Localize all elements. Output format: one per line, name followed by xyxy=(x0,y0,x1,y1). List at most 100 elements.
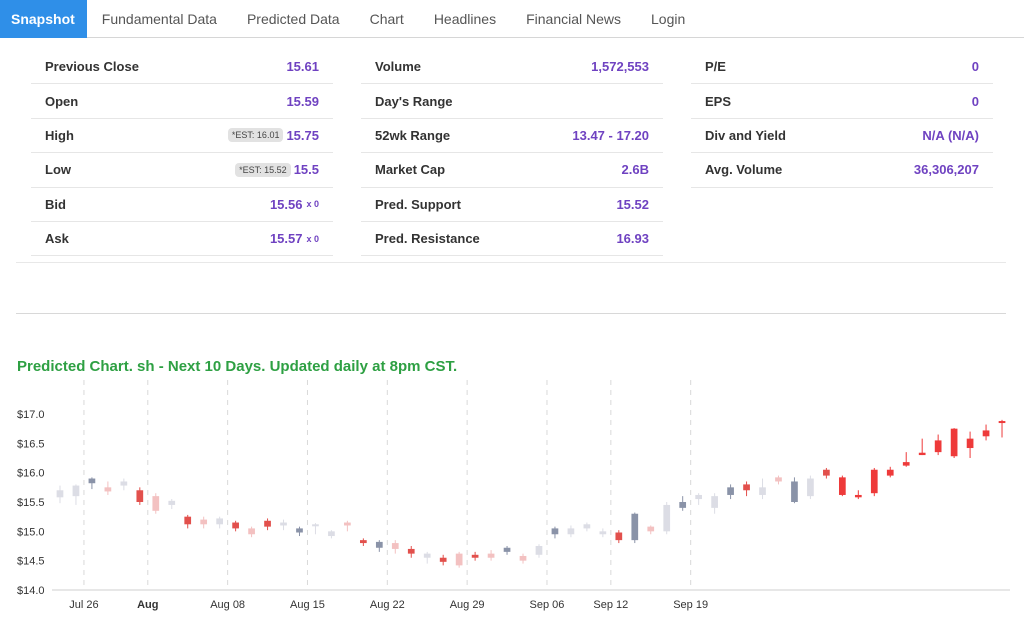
stat-label: Previous Close xyxy=(45,59,139,75)
stat-label: EPS xyxy=(705,93,732,109)
stat-value: 15.59 xyxy=(286,93,319,109)
stat-value: 15.57 xyxy=(269,231,303,247)
stat-size-suffix: x 0 xyxy=(306,199,319,210)
historical-candle xyxy=(152,496,160,511)
stat-value: 16.93 xyxy=(616,231,649,247)
tab-snapshot[interactable]: Snapshot xyxy=(0,0,87,38)
stat-value: 15.52 xyxy=(616,196,649,212)
stat-value-group: 16.93 xyxy=(616,231,649,246)
stat-label: Volume xyxy=(375,59,421,75)
historical-candle xyxy=(711,496,718,508)
historical-candle xyxy=(471,554,479,558)
historical-candle xyxy=(375,541,383,548)
historical-candle xyxy=(312,524,319,527)
historical-candle xyxy=(328,531,335,537)
stat-row: Low *EST: 15.52 15.5 xyxy=(31,153,333,188)
historical-candle xyxy=(232,522,239,529)
stats-column-3: P/E 0 EPS 0 Div and Yield N/A (N/A) Avg. Volum… xyxy=(691,50,993,188)
tab-login[interactable]: Login xyxy=(651,11,686,27)
predicted-candle xyxy=(854,494,862,498)
historical-candle xyxy=(200,519,208,525)
stat-value-group: 15.57 x 0 xyxy=(270,231,319,246)
historical-candle xyxy=(743,484,750,491)
estimate-badge: *EST: 15.52 xyxy=(235,162,291,177)
historical-candle xyxy=(88,478,96,484)
predicted-candle xyxy=(902,462,910,466)
predicted-candle xyxy=(918,452,926,456)
y-tick-label: $16.0 xyxy=(17,468,45,480)
x-tick-label: Aug xyxy=(137,599,158,611)
y-tick-label: $14.0 xyxy=(17,585,45,597)
stats-column-2: Volume 1,572,553 Day's Range 52wk Range 13.4… xyxy=(361,50,663,257)
stat-label: Market Cap xyxy=(375,162,446,178)
stat-label: Pred. Support xyxy=(375,196,461,212)
x-tick-label: Aug 15 xyxy=(290,599,325,611)
historical-candle xyxy=(647,526,655,532)
tab-fundamental-data[interactable]: Fundamental Data xyxy=(101,11,217,27)
stat-label: Day's Range xyxy=(375,93,453,109)
historical-candle xyxy=(455,553,463,566)
historical-candle xyxy=(535,546,543,555)
historical-candle xyxy=(695,494,703,500)
stat-value-group: 2.6B xyxy=(622,162,649,177)
stat-row: Pred. Support 15.52 xyxy=(361,188,663,222)
historical-candle xyxy=(439,557,447,562)
historical-candle xyxy=(567,528,575,535)
tab-chart[interactable]: Chart xyxy=(369,11,404,27)
historical-candle xyxy=(248,528,255,535)
stat-label: Low xyxy=(45,162,71,178)
historical-candle xyxy=(791,481,798,502)
stat-value: 0 xyxy=(971,93,979,109)
section-divider xyxy=(16,262,1006,263)
section-divider xyxy=(16,313,1006,314)
historical-candle xyxy=(423,553,431,558)
historical-candle xyxy=(56,490,64,498)
stat-row: Avg. Volume 36,306,207 xyxy=(691,153,993,188)
y-tick-label: $16.5 xyxy=(17,438,45,450)
stat-value-group: 15.59 xyxy=(286,94,319,109)
stat-label: 52wk Range xyxy=(375,127,451,143)
historical-candle xyxy=(391,543,399,549)
tab-headlines[interactable]: Headlines xyxy=(433,11,497,27)
historical-candle xyxy=(775,477,782,482)
x-tick-label: Sep 12 xyxy=(593,599,628,611)
historical-candle xyxy=(727,487,734,495)
historical-candle xyxy=(104,487,112,492)
historical-candle xyxy=(344,522,351,526)
historical-candle xyxy=(136,490,144,502)
stat-row: Previous Close 15.61 xyxy=(31,50,333,85)
x-tick-label: Sep 06 xyxy=(530,599,565,611)
tab-predicted-data[interactable]: Predicted Data xyxy=(246,11,340,27)
historical-candle xyxy=(407,548,415,554)
stat-row: Volume 1,572,553 xyxy=(361,50,663,85)
historical-candle xyxy=(487,553,495,558)
stat-value-group: 15.61 xyxy=(286,59,319,74)
historical-candle xyxy=(807,478,814,497)
stat-value-group: 0 xyxy=(972,59,979,74)
y-tick-label: $17.0 xyxy=(17,409,45,421)
chart-title: Predicted Chart. sh - Next 10 Days. Upda… xyxy=(17,358,458,375)
x-tick-label: Aug 22 xyxy=(370,599,405,611)
x-tick-label: Aug 29 xyxy=(450,599,485,611)
historical-candle xyxy=(296,528,303,533)
stat-row: Div and Yield N/A (N/A) xyxy=(691,119,993,154)
historical-candle xyxy=(72,485,80,497)
stat-label: Ask xyxy=(45,231,69,247)
predicted-candle xyxy=(966,438,974,449)
stat-row: Bid 15.56 x 0 xyxy=(31,188,333,222)
predicted-candle xyxy=(950,428,958,457)
historical-candle xyxy=(359,540,367,544)
top-nav: Snapshot Fundamental Data Predicted Data Ch… xyxy=(0,0,1024,38)
tab-financial-news[interactable]: Financial News xyxy=(526,11,622,27)
stat-value: 2.6B xyxy=(621,162,649,178)
stat-row: Day's Range xyxy=(361,84,663,119)
stat-value: 36,306,207 xyxy=(913,162,979,178)
historical-candle xyxy=(663,504,671,532)
historical-candle xyxy=(551,528,559,535)
y-tick-label: $15.5 xyxy=(17,497,45,509)
stat-row: Pred. Resistance 16.93 xyxy=(361,222,663,257)
stat-value: 15.61 xyxy=(286,59,319,75)
predicted-candle xyxy=(998,421,1006,424)
stat-label: High xyxy=(45,127,74,143)
stat-value: 15.75 xyxy=(286,127,319,143)
